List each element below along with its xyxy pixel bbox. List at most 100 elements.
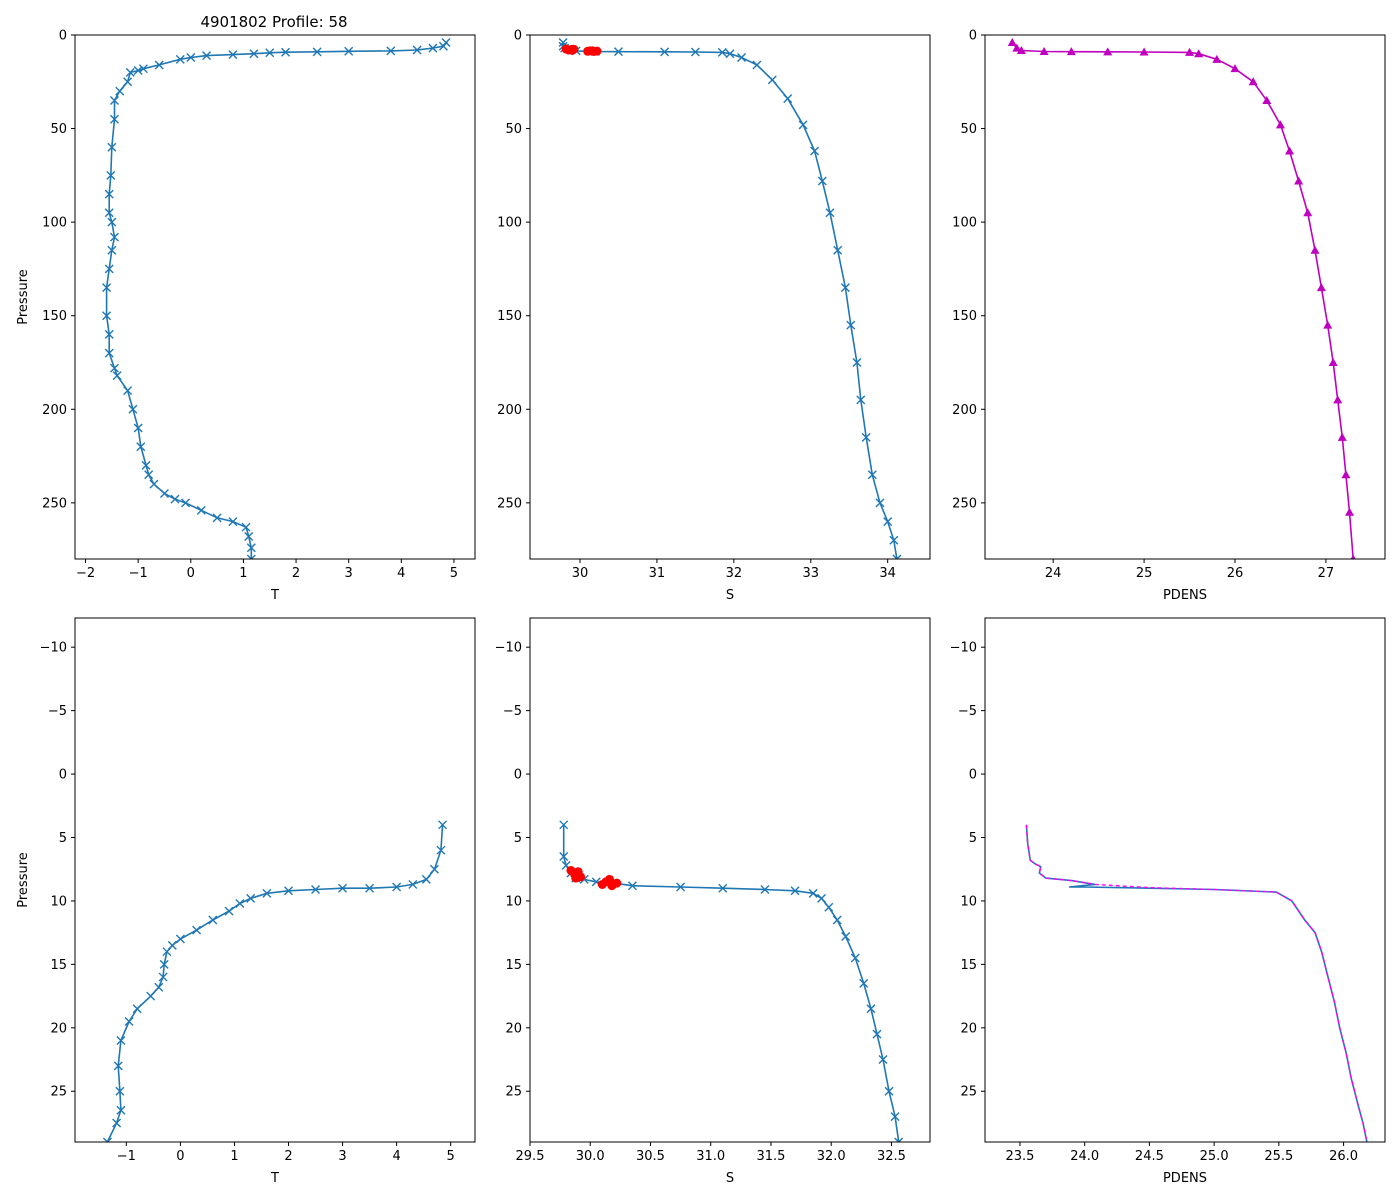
x-tick-label: −1: [129, 566, 148, 581]
data-point-triangle: [1139, 47, 1149, 56]
data-point-x: [133, 423, 143, 433]
data-point-x: [159, 959, 169, 969]
data-point-x: [241, 522, 251, 532]
data-point-x: [115, 1086, 125, 1096]
data-point-triangle: [1316, 283, 1326, 292]
data-point-x: [133, 66, 143, 76]
data-point-x: [365, 883, 375, 893]
figure-title: 4901802 Profile: 58: [200, 13, 347, 31]
data-point-x: [875, 498, 885, 508]
data-point-x: [867, 470, 877, 480]
y-tick-label: 15: [505, 958, 522, 973]
x-tick-label: 31: [649, 566, 666, 581]
data-point-triangle: [1345, 507, 1355, 516]
axes-frame: [529, 34, 931, 560]
data-point-x: [718, 883, 728, 893]
y-tick-label: 15: [50, 958, 67, 973]
data-point-x: [841, 931, 851, 941]
data-point-x: [824, 902, 834, 912]
data-point-x: [154, 60, 164, 70]
data-point-x: [262, 888, 272, 898]
x-axis-label: S: [726, 1171, 734, 1186]
data-point-x: [281, 47, 291, 57]
data-point-x: [833, 245, 843, 255]
data-point-x: [224, 906, 234, 916]
x-tick-label: 25.0: [1200, 1149, 1229, 1164]
x-tick-label: 24: [1045, 566, 1062, 581]
data-point-x: [154, 982, 164, 992]
axes-frame: [74, 617, 476, 1143]
highlight-point: [569, 44, 579, 54]
data-point-x: [181, 498, 191, 508]
panel-6: 23.5 24.0 24.5 25.0 25.5 26.0 −10 −5 0 5 10 15 20 25 P…: [950, 617, 1386, 1186]
data-point-x: [861, 432, 871, 442]
data-point-x: [146, 991, 156, 1001]
data-point-triangle: [1230, 64, 1240, 73]
y-tick-label: −5: [48, 704, 67, 719]
x-tick-label: 26.0: [1329, 1149, 1358, 1164]
y-tick-label: −5: [958, 704, 977, 719]
x-axis-label: PDENS: [1163, 1171, 1207, 1186]
y-tick-label: −10: [40, 641, 67, 656]
y-tick-label: 50: [505, 122, 522, 137]
highlight-point: [592, 46, 602, 56]
x-tick-label: 26: [1227, 566, 1244, 581]
x-tick-label: 4: [392, 1149, 400, 1164]
series-line-1: [1011, 41, 1354, 559]
data-point-triangle: [1303, 208, 1313, 217]
y-tick-label: 250: [497, 496, 522, 511]
data-point-x: [175, 934, 185, 944]
data-point-x: [421, 874, 431, 884]
data-point-x: [104, 208, 114, 218]
data-point-triangle: [1323, 320, 1333, 329]
plot-area: [102, 820, 448, 1142]
data-point-x: [884, 1086, 894, 1096]
axes-frame: [74, 34, 476, 560]
y-axis-label: Pressure: [16, 269, 31, 325]
data-point-x: [386, 46, 396, 56]
data-point-x: [660, 47, 670, 57]
data-point-x: [136, 442, 146, 452]
data-point-x: [123, 77, 133, 87]
y-tick-label: 250: [42, 496, 67, 511]
data-point-x: [850, 953, 860, 963]
data-point-x: [102, 1137, 112, 1142]
data-point-x: [104, 348, 114, 358]
x-tick-label: 34: [879, 566, 896, 581]
data-point-x: [429, 864, 439, 874]
data-point-x: [894, 1137, 904, 1142]
y-tick-label: 150: [952, 309, 977, 324]
y-tick-label: −5: [503, 704, 522, 719]
x-tick-label: 27: [1318, 566, 1335, 581]
data-point-x: [170, 494, 180, 504]
y-tick-label: 5: [59, 831, 67, 846]
y-tick-label: −10: [950, 641, 977, 656]
x-tick-label: 0: [187, 566, 195, 581]
x-axis-label: T: [270, 1171, 279, 1186]
y-tick-label: 0: [59, 29, 67, 44]
data-point-x: [866, 1004, 876, 1014]
data-point-x: [212, 513, 222, 523]
data-point-x: [123, 386, 133, 396]
data-point-x: [810, 146, 820, 156]
data-point-triangle: [1066, 47, 1076, 56]
y-tick-label: 100: [952, 216, 977, 231]
data-point-x: [109, 96, 119, 105]
x-tick-label: 2: [284, 1149, 292, 1164]
y-tick-label: 50: [50, 122, 67, 137]
x-tick-label: 33: [802, 566, 819, 581]
data-point-x: [284, 886, 294, 896]
data-point-x: [128, 404, 138, 414]
data-point-x: [852, 358, 862, 367]
data-point-triangle: [1337, 432, 1347, 441]
data-point-triangle: [1007, 37, 1017, 46]
y-tick-label: 20: [505, 1021, 522, 1036]
y-tick-label: 0: [514, 768, 522, 783]
plot-area: [102, 37, 451, 559]
data-point-x: [141, 460, 151, 470]
data-point-x: [235, 898, 245, 908]
data-point-x: [846, 320, 856, 330]
y-tick-label: 250: [952, 496, 977, 511]
data-point-x: [752, 60, 762, 70]
